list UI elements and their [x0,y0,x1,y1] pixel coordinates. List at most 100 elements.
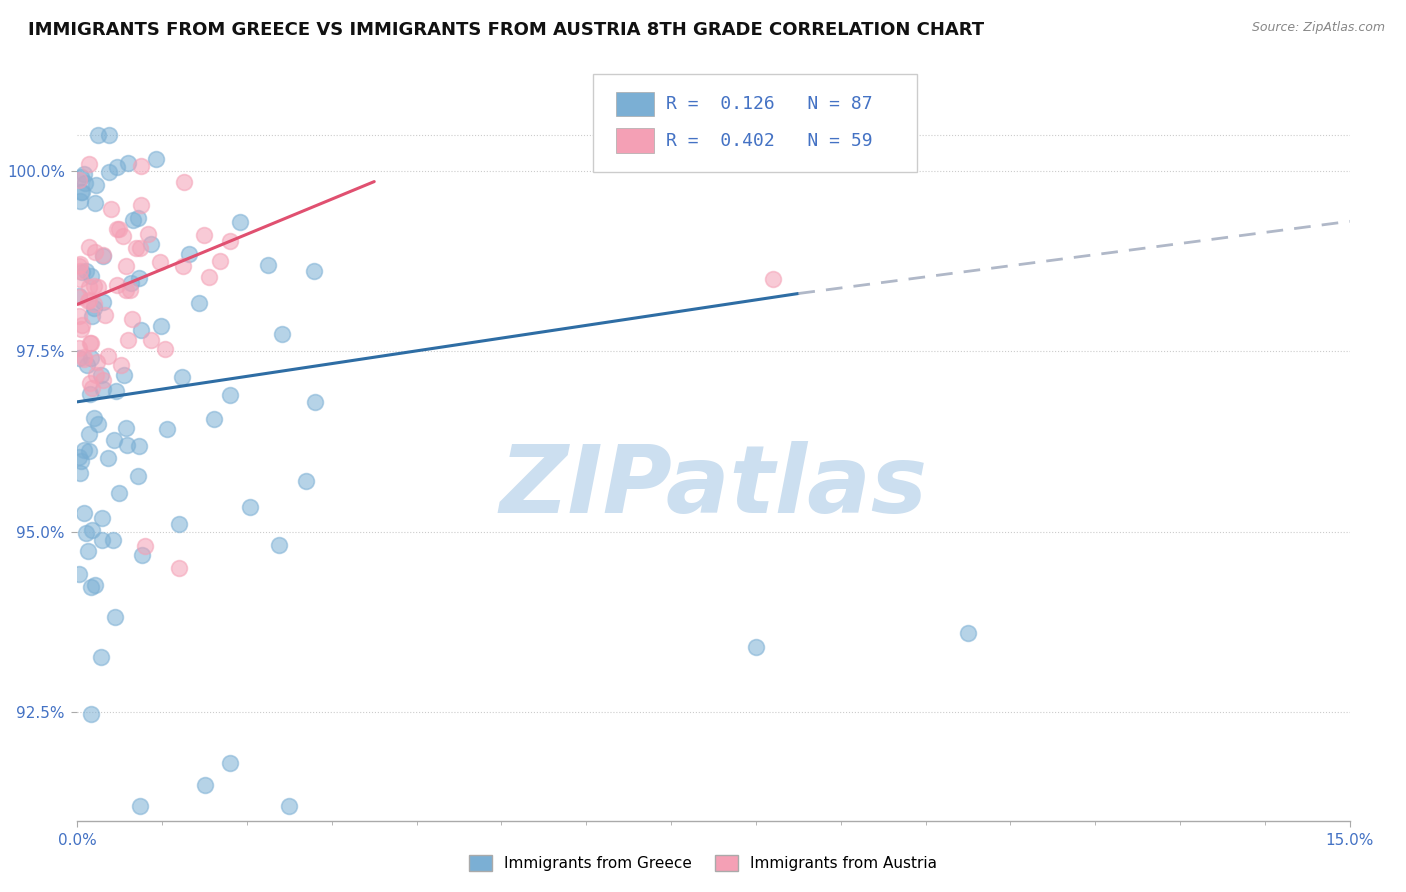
Point [179,246,201,260]
Point [67,566,90,581]
Point [67,289,90,303]
Point [82,380,104,394]
Point [91,249,114,263]
Point [957,626,980,640]
Point [101,533,124,548]
Point [198,269,221,284]
Point [128,270,150,285]
Point [91,295,114,310]
Point [156,422,179,436]
Point [79,386,101,401]
Point [269,538,291,552]
Point [75,264,97,278]
Point [121,312,143,326]
Point [87,417,110,431]
Point [69,272,91,286]
Point [128,799,150,814]
Point [77,157,100,171]
Point [98,128,121,142]
Text: IMMIGRANTS FROM GREECE VS IMMIGRANTS FROM AUSTRIA 8TH GRADE CORRELATION CHART: IMMIGRANTS FROM GREECE VS IMMIGRANTS FRO… [28,21,984,38]
Point [128,439,150,453]
Point [83,411,105,425]
Point [103,434,125,448]
Point [86,280,108,294]
Point [84,245,107,260]
Point [67,290,90,304]
Point [129,198,152,212]
Point [76,543,98,558]
Point [104,610,127,624]
Point [80,351,103,366]
Point [67,450,90,465]
Point [70,318,93,332]
Point [745,640,768,655]
Point [193,228,215,243]
Point [108,221,131,235]
Point [70,265,93,279]
Point [117,333,139,347]
Point [79,280,101,294]
Point [115,437,138,451]
Point [72,443,94,458]
Point [149,255,172,269]
Point [69,194,91,208]
Point [129,323,152,337]
Point [67,260,90,274]
Point [75,526,97,541]
Point [124,241,146,255]
Point [121,212,143,227]
Point [77,444,100,458]
Text: R =  0.402   N = 59: R = 0.402 N = 59 [666,131,873,150]
Point [209,253,232,268]
Point [112,368,135,382]
Point [111,228,134,243]
Point [94,308,117,322]
Point [96,350,118,364]
Point [304,264,326,278]
Text: R =  0.126   N = 87: R = 0.126 N = 87 [666,95,873,113]
Point [153,342,176,356]
Point [67,351,90,366]
Point [72,352,94,367]
Point [76,359,98,373]
Text: ZIPatlas: ZIPatlas [499,441,928,533]
Point [73,506,96,520]
Point [83,279,105,293]
Point [295,474,318,488]
Point [97,451,120,466]
Point [304,395,326,409]
Point [83,296,105,310]
Point [91,511,114,525]
Point [84,578,107,592]
Point [239,500,262,515]
Point [73,350,96,364]
Point [83,195,105,210]
Point [270,326,292,341]
Point [193,778,217,792]
Point [167,561,190,575]
Point [84,368,107,383]
Point [67,309,90,323]
Point [79,335,101,350]
Bar [616,92,654,116]
Point [69,466,91,480]
Point [67,172,90,186]
Point [134,539,156,553]
Text: Source: ZipAtlas.com: Source: ZipAtlas.com [1251,21,1385,34]
Point [167,516,190,531]
Point [219,234,242,248]
Point [80,336,103,351]
Point [115,259,138,273]
Point [131,548,153,562]
Point [80,268,103,283]
Legend: Immigrants from Greece, Immigrants from Austria: Immigrants from Greece, Immigrants from … [463,849,943,877]
Point [114,283,136,297]
Point [129,241,152,255]
Point [138,227,160,241]
Point [79,376,101,390]
Point [80,523,103,537]
Point [219,388,242,402]
Point [69,257,91,271]
Point [84,178,107,193]
Point [73,167,96,181]
